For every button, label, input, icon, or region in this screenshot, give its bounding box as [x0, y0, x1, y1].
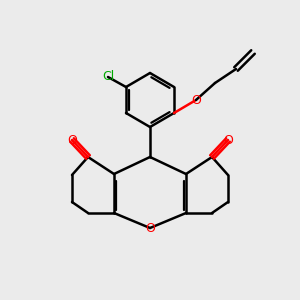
Text: O: O — [67, 134, 77, 146]
Text: O: O — [191, 94, 201, 106]
Text: O: O — [223, 134, 233, 146]
Text: Cl: Cl — [102, 70, 114, 83]
Text: O: O — [145, 221, 155, 235]
